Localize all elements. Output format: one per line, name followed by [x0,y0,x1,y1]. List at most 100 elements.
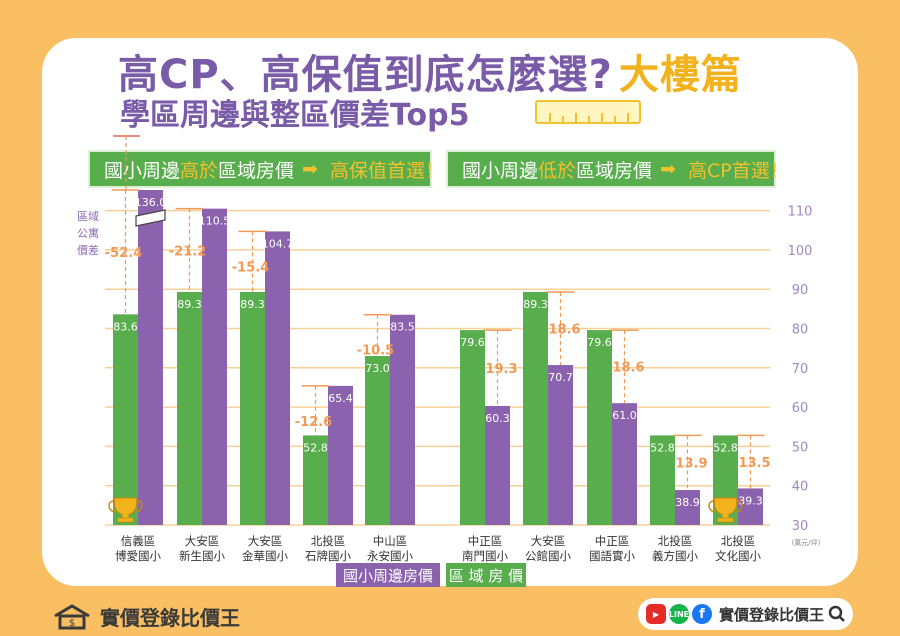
region-bar [177,291,202,525]
facebook-icon[interactable]: f [692,604,712,624]
x-tick-label: 永安國小 [367,549,413,563]
unit-label: (萬元/坪) [792,538,821,547]
diff-label: 18.6 [548,323,580,338]
x-tick-label: 北投區 [311,534,346,548]
y-tick-label: 100 [788,244,813,259]
legend-school: 國小周邊房價 [336,563,440,587]
region-value-label: 83.6 [113,320,138,333]
y-tick-label: 110 [788,205,813,220]
school-value-label: 110.5 [199,215,231,228]
diff-label: -10.5 [357,344,394,359]
y-tick-label: 50 [792,440,809,455]
arrow-right-icon: ➡ [660,158,676,180]
region-bar [365,356,390,525]
x-tick-label: 金華國小 [242,549,288,563]
diff-label: 13.5 [738,456,770,471]
line-icon[interactable]: LINE [669,604,689,624]
school-bar [485,405,510,525]
x-tick-label: 義方國小 [652,549,698,563]
x-tick-label: 大安區 [248,534,283,548]
x-tick-label: 中正區 [595,534,630,548]
school-value-label: 70.7 [548,371,573,384]
title-highlight: 大樓篇 [618,52,742,98]
axis-break-mark [135,209,166,227]
x-tick-label: 文化國小 [715,549,761,563]
school-value-label: 38.9 [675,496,700,509]
diff-label: 19.3 [485,362,517,377]
ruler-icon [535,100,641,124]
region-bar [460,330,485,525]
region-value-label: 79.6 [587,336,612,349]
region-value-label: 52.8 [650,441,675,454]
trophy-handles [108,500,143,513]
x-tick-label: 國語實小 [589,549,635,563]
trophy-icon [114,497,137,516]
region-value-label: 52.8 [713,441,738,454]
x-tick-label: 信義區 [121,534,156,548]
y-axis-label: 價差 [77,243,99,257]
arrow-right-icon: ➡ [302,158,318,180]
banner-high-value: 國小周邊 高於 區域房價 ➡ 高保值首選！ [88,150,444,188]
page-subtitle: 學區周邊與整區價差Top5 [120,98,470,133]
trophy-base [117,517,134,523]
x-tick-label: 大安區 [185,534,220,548]
school-value-label: 136.0 [135,196,167,209]
svg-text:$: $ [69,618,75,629]
x-tick-label: 新生國小 [179,549,225,563]
social-bar: ▶ LINE f 實價登錄比價王 [638,598,853,630]
diff-label: -15.4 [232,260,269,275]
banner-high-cp: 國小周邊 低於 區域房價 ➡ 高CP首選！ [446,150,789,188]
region-bar [650,435,675,525]
x-tick-label: 大安區 [531,534,566,548]
y-tick-label: 30 [792,519,809,534]
youtube-icon[interactable]: ▶ [646,604,666,624]
house-dollar-icon: $ [54,603,90,629]
region-value-label: 73.0 [365,362,390,375]
region-bar [523,291,548,525]
page-title: 高CP、高保值到底怎麼選? 大樓篇 [118,52,742,98]
school-value-label: 39.3 [738,494,763,507]
region-bar [303,435,328,525]
school-bar [612,403,637,525]
diff-label: 13.9 [675,457,707,472]
region-value-label: 52.8 [303,441,328,454]
school-bar [202,208,227,525]
y-tick-label: 80 [792,323,809,338]
x-tick-label: 中正區 [468,534,503,548]
y-tick-label: 90 [792,283,809,298]
y-axis-label: 公寓 [77,226,99,240]
trophy-base [717,517,734,523]
school-bar [390,314,415,525]
school-bar [328,385,353,525]
region-value-label: 79.6 [460,336,485,349]
x-tick-label: 博愛國小 [115,549,161,563]
trophy-stem [122,514,129,518]
school-bar [675,490,700,525]
x-tick-label: 南門國小 [462,549,508,563]
x-tick-label: 北投區 [658,534,693,548]
region-value-label: 89.3 [177,298,202,311]
region-bar [113,314,138,525]
school-bar [138,190,163,525]
trophy-stem [722,514,729,518]
school-value-label: 83.5 [390,321,415,334]
y-tick-label: 60 [792,401,809,416]
school-value-label: 104.7 [262,237,294,250]
x-tick-label: 中山區 [373,534,408,548]
region-value-label: 89.3 [523,298,548,311]
diff-label: -21.2 [169,244,206,259]
y-tick-label: 70 [792,362,809,377]
y-tick-label: 40 [792,480,809,495]
trophy-handles [708,500,743,513]
region-value-label: 89.3 [240,298,265,311]
legend-region: 區 域 房 價 [446,563,526,587]
trophy-icon [714,497,737,516]
school-value-label: 61.0 [612,409,637,422]
school-value-label: 60.3 [485,412,510,425]
region-bar [587,330,612,525]
diff-label: -12.6 [295,415,332,430]
x-tick-label: 公館國小 [525,549,571,563]
school-bar [265,231,290,525]
search-icon[interactable] [828,605,846,623]
